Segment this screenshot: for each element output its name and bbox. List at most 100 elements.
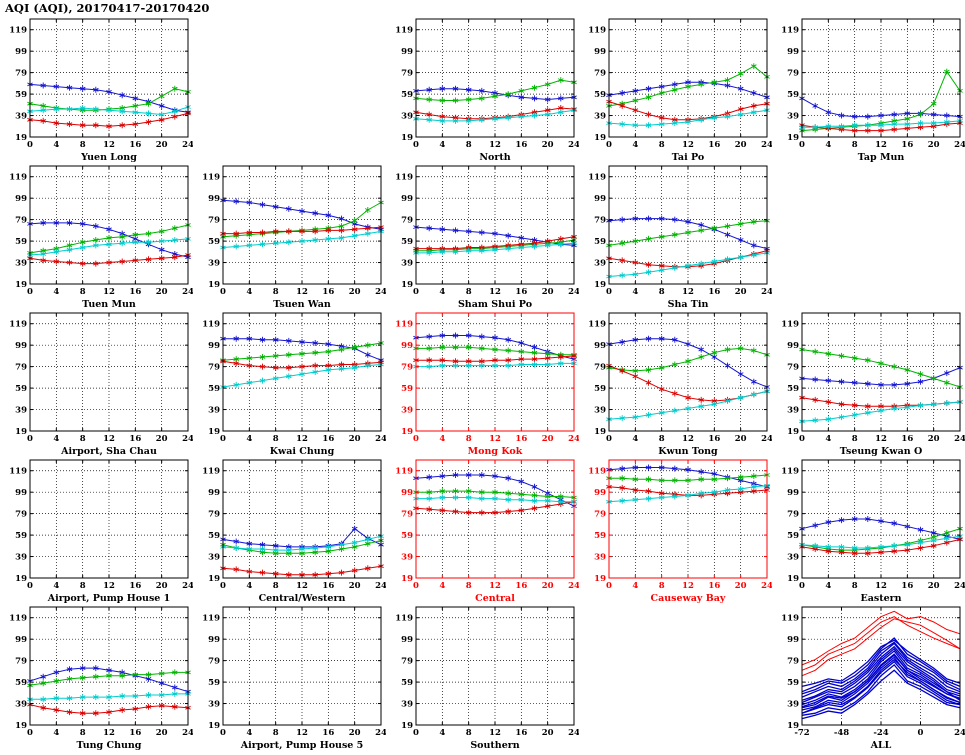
chart-tuen-mun: 0 4 8 12 16 20 24 19 39 59 79 99 119 Tuen Mun [0,162,194,310]
x-tick-label: 4 [439,140,445,150]
x-tick-label: 20 [156,434,168,444]
y-tick-label: 119 [395,614,413,624]
chart-title: Airport, Pump House 1 [47,593,171,603]
x-tick-label: 4 [632,140,638,150]
y-tick-label: 99 [208,341,220,351]
x-tick-label: 0 [606,581,612,591]
y-tick-label: 99 [594,488,606,498]
chart-tsuen-wan: 0 4 8 12 16 20 24 19 39 59 79 99 119 Tsuen Wan [193,162,387,310]
y-tick-label: 119 [202,320,220,330]
chart-canvas: 0 4 8 12 16 20 24 19 39 59 79 99 119 North [395,18,580,163]
y-tick-label: 39 [208,700,220,710]
y-tick-label: 99 [787,488,799,498]
plot-frame [222,606,382,726]
y-tick-label: 59 [15,90,27,100]
y-tick-label: 119 [781,320,799,330]
y-tick-label: 99 [594,194,606,204]
y-tick-label: 59 [208,384,220,394]
y-tick-label: 119 [395,26,413,36]
y-tick-label: 19 [401,574,413,584]
y-tick-label: 19 [208,574,220,584]
x-tick-label: 20 [156,140,168,150]
x-tick-label: 0 [918,728,924,738]
y-tick-label: 39 [208,406,220,416]
y-tick-label: 19 [594,574,606,584]
y-tick-label: 79 [787,363,799,373]
y-tick-label: 99 [15,635,27,645]
x-tick-label: -24 [873,728,888,738]
x-tick-label: 4 [53,728,59,738]
x-tick-label: 8 [466,287,472,297]
series-line-all_blue [801,663,961,716]
x-tick-label: 20 [735,140,747,150]
series-markers-red [799,394,963,410]
y-tick-label: 39 [594,259,606,269]
y-tick-label: 39 [594,112,606,122]
x-tick-label: 0 [413,434,419,444]
y-tick-label: 99 [787,341,799,351]
x-tick-label: -72 [794,728,809,738]
series-line-all_blue [801,641,961,695]
y-tick-label: 79 [401,216,413,226]
chart-central-western: 0 4 8 12 16 20 24 19 39 59 79 99 119 Central/Western [193,456,387,604]
x-tick-label: 0 [606,434,612,444]
x-tick-label: 20 [928,434,940,444]
y-tick-label: 59 [15,531,27,541]
x-tick-label: 4 [632,287,638,297]
x-tick-label: 0 [27,728,33,738]
series-markers-blue [799,95,963,120]
x-tick-label: 24 [182,140,193,150]
chart-sha-tin: 0 4 8 12 16 20 24 19 39 59 79 99 119 Sha Tin [579,162,773,310]
x-tick-label: 4 [439,287,445,297]
y-tick-label: 79 [401,363,413,373]
y-tick-label: 99 [401,194,413,204]
x-tick-label: 4 [246,581,252,591]
chart-canvas: 0 4 8 12 16 20 24 19 39 59 79 99 119 Southern [395,606,580,751]
y-tick-label: 99 [401,488,413,498]
y-tick-label: 79 [787,657,799,667]
x-tick-label: 4 [439,728,445,738]
chart-airport-pump-house-5: 0 4 8 12 16 20 24 19 39 59 79 99 119 Airport, Pump Ho… [193,603,387,751]
x-tick-label: 8 [466,728,472,738]
chart-canvas: 0 4 8 12 16 20 24 19 39 59 79 99 119 Eastern [781,459,965,604]
x-tick-label: 24 [761,140,772,150]
chart-title: Tai Po [672,152,704,162]
plot-frame [29,606,189,726]
x-tick-label: 24 [375,287,386,297]
x-tick-label: 0 [27,287,33,297]
y-tick-label: 99 [208,194,220,204]
x-tick-label: 20 [156,581,168,591]
y-tick-label: 79 [594,216,606,226]
plot-frame [29,312,189,432]
y-tick-label: 59 [401,531,413,541]
x-tick-label: 4 [53,140,59,150]
y-tick-label: 119 [781,26,799,36]
x-tick-label: 0 [413,287,419,297]
x-tick-label: 16 [708,287,720,297]
y-tick-label: 79 [401,657,413,667]
y-tick-label: 39 [787,553,799,563]
y-tick-label: 19 [15,280,27,290]
y-tick-label: 19 [15,574,27,584]
y-tick-label: 59 [15,237,27,247]
x-tick-label: 4 [825,140,831,150]
y-tick-label: 39 [787,406,799,416]
y-tick-label: 39 [787,700,799,710]
series-markers-cyan [799,399,963,425]
y-tick-label: 59 [401,237,413,247]
chart-tap-mun: 0 4 8 12 16 20 24 19 39 59 79 99 119 Tap Mun [772,15,965,163]
plot-frame [29,165,189,285]
x-tick-label: 20 [735,287,747,297]
series-line-all_red [801,618,961,677]
y-tick-label: 79 [787,510,799,520]
y-tick-label: 39 [15,112,27,122]
series-line-all_blue [801,645,961,701]
x-tick-label: 0 [27,140,33,150]
x-tick-label: 24 [375,728,386,738]
y-tick-label: 59 [15,678,27,688]
x-tick-label: 20 [156,287,168,297]
y-tick-label: 79 [594,510,606,520]
y-tick-label: 99 [787,635,799,645]
x-tick-label: 8 [80,287,86,297]
chart-title: Sha Tin [668,299,709,309]
